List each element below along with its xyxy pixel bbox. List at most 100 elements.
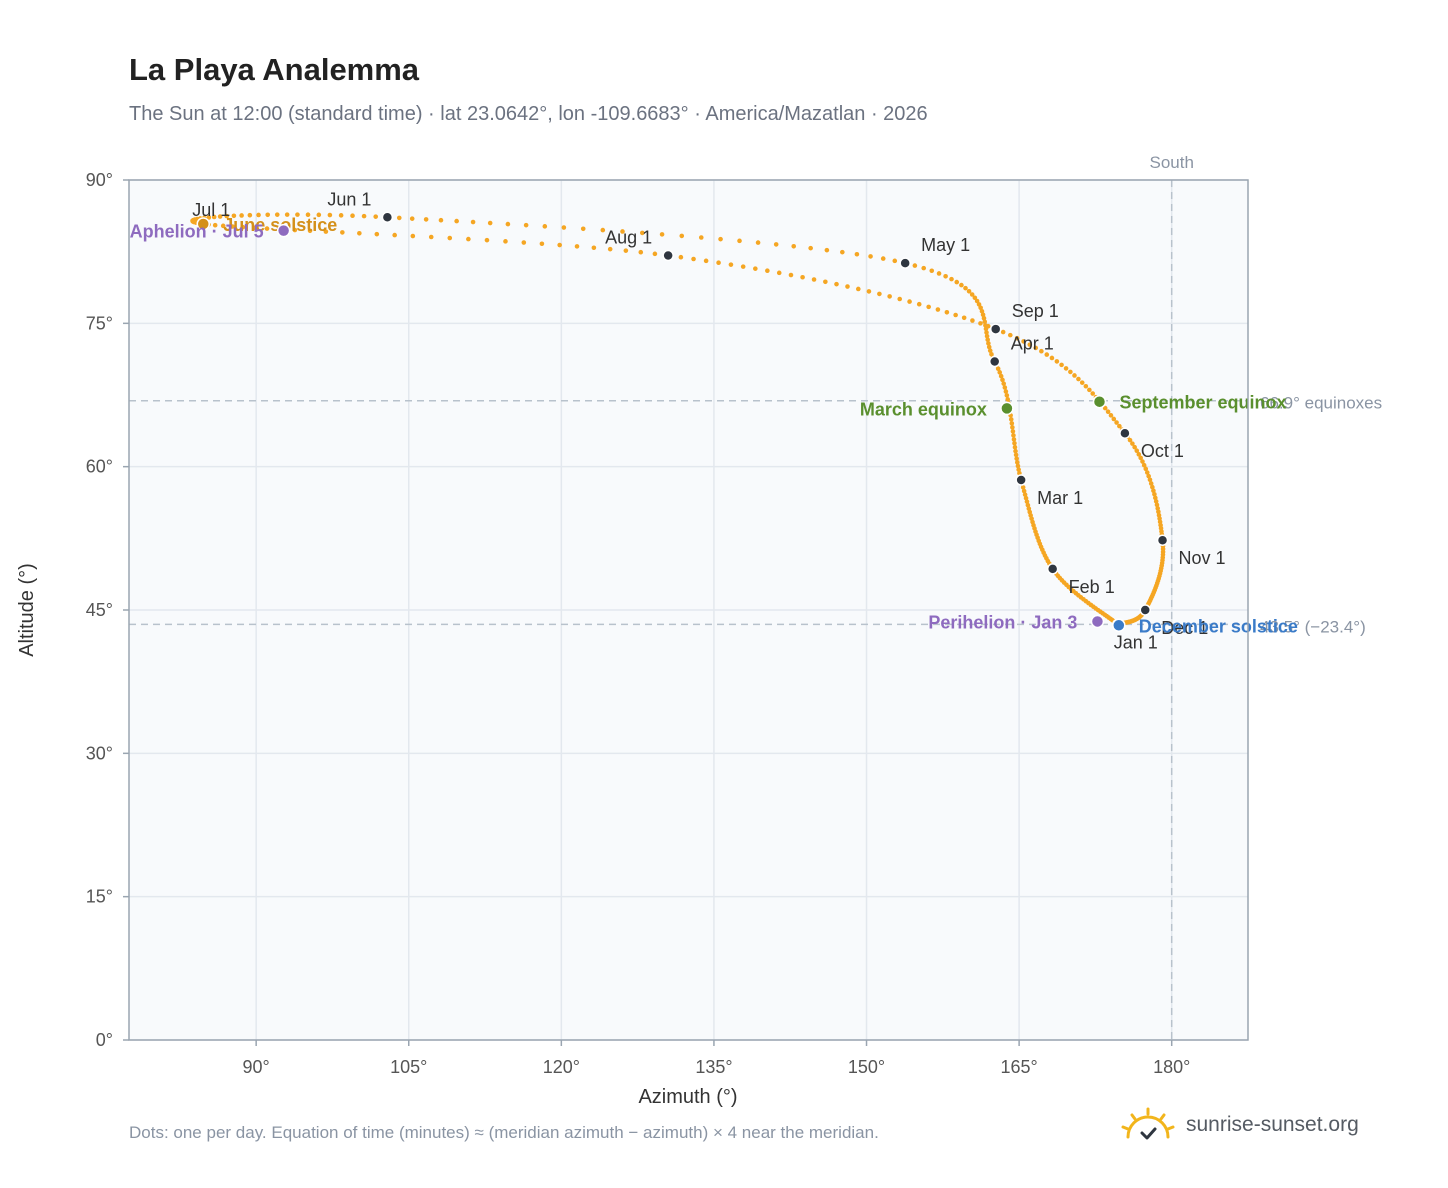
- day-dot: [1059, 362, 1064, 368]
- day-dot: [1023, 495, 1029, 501]
- day-dot: [1012, 441, 1017, 446]
- day-dot: [989, 352, 994, 357]
- day-dot: [866, 289, 872, 294]
- day-dot: [274, 212, 280, 217]
- day-dot: [974, 298, 980, 304]
- day-dot: [986, 344, 992, 350]
- day-dot: [410, 233, 416, 239]
- day-dot: [718, 236, 723, 242]
- month-marker: [1119, 427, 1131, 439]
- day-dot: [231, 213, 237, 219]
- day-dot: [1132, 444, 1137, 450]
- month-label: Sep 1: [1012, 301, 1059, 321]
- day-dot: [985, 337, 990, 343]
- day-dot: [1068, 369, 1073, 375]
- day-dot: [295, 212, 300, 217]
- day-dot: [265, 212, 271, 218]
- day-dot: [239, 213, 244, 218]
- day-dot: [396, 215, 402, 221]
- month-label: Apr 1: [1011, 334, 1054, 354]
- day-dot: [691, 256, 696, 262]
- day-dot: [765, 268, 770, 274]
- day-dot: [521, 240, 527, 245]
- day-dot: [230, 224, 235, 229]
- day-dot: [963, 285, 968, 291]
- event-marker: [1000, 401, 1014, 416]
- day-dot: [868, 254, 873, 259]
- day-dot: [373, 214, 379, 219]
- day-dot: [1063, 366, 1069, 371]
- day-dot: [206, 215, 212, 220]
- day-dot: [854, 251, 860, 257]
- day-dot: [800, 274, 805, 280]
- day-dot: [542, 224, 548, 229]
- day-dot: [1049, 355, 1055, 361]
- day-dot: [350, 213, 355, 218]
- day-dot: [1105, 409, 1111, 415]
- day-dot: [1148, 481, 1154, 486]
- day-dot: [755, 240, 761, 245]
- day-dot: [212, 222, 218, 228]
- day-dot: [1143, 466, 1149, 472]
- day-dot: [972, 295, 978, 301]
- day-dot: [978, 321, 983, 326]
- month-marker: [1046, 563, 1059, 575]
- day-dot: [640, 230, 645, 236]
- y-tick-label: 15°: [86, 887, 113, 907]
- reference-label-south: South: [1149, 153, 1193, 172]
- month-label: Feb 1: [1069, 577, 1115, 597]
- day-dot: [409, 216, 415, 221]
- day-dot: [580, 226, 586, 232]
- day-dot: [574, 244, 580, 249]
- day-dot: [986, 341, 991, 346]
- day-dot: [926, 304, 931, 310]
- day-dot: [1016, 467, 1021, 472]
- chart-subtitle: The Sun at 12:00 (standard time) · lat 2…: [129, 103, 928, 125]
- month-marker: [989, 323, 1002, 335]
- day-dot: [357, 230, 362, 236]
- day-dot: [997, 370, 1003, 375]
- day-dot: [256, 212, 261, 218]
- day-dot: [1027, 342, 1033, 347]
- month-marker: [662, 249, 674, 262]
- day-dot: [892, 258, 898, 264]
- day-dot: [1014, 460, 1020, 465]
- day-dot: [1021, 488, 1027, 494]
- day-dot: [561, 225, 567, 230]
- day-dot: [1153, 499, 1159, 504]
- day-dot: [1136, 452, 1142, 457]
- day-dot: [1079, 380, 1085, 385]
- day-dot: [985, 323, 991, 329]
- event-label: Perihelion · Jan 3: [928, 612, 1077, 632]
- day-dot: [834, 281, 839, 287]
- day-dot: [1013, 448, 1018, 454]
- x-tick-label: 135°: [695, 1057, 732, 1077]
- day-dot: [638, 249, 644, 255]
- month-label: May 1: [921, 235, 970, 255]
- day-dot: [929, 268, 935, 274]
- day-dot: [970, 318, 975, 323]
- day-dot: [998, 373, 1004, 379]
- day-dot: [1072, 373, 1077, 378]
- day-dot: [921, 265, 927, 271]
- day-dot: [374, 231, 380, 237]
- reference-lines: South 66.9° equinoxes 43.5° (−23.4°): [129, 153, 1382, 1040]
- month-marker: [1139, 604, 1152, 616]
- day-dot: [1111, 416, 1117, 422]
- day-dot: [1130, 441, 1135, 446]
- month-marker: [899, 257, 911, 269]
- brand-logo[interactable]: sunrise-sunset.org: [1120, 1103, 1359, 1147]
- day-dot: [284, 212, 290, 217]
- day-dot: [936, 271, 942, 276]
- day-dot: [1156, 509, 1161, 515]
- day-dot: [788, 272, 794, 278]
- day-dot: [1155, 506, 1161, 511]
- day-dot: [808, 245, 813, 251]
- day-dot: [728, 262, 734, 267]
- day-dot: [1114, 420, 1119, 425]
- day-dot: [1000, 329, 1006, 335]
- day-dot: [912, 263, 918, 268]
- day-dot: [716, 260, 721, 266]
- day-dot: [211, 214, 217, 220]
